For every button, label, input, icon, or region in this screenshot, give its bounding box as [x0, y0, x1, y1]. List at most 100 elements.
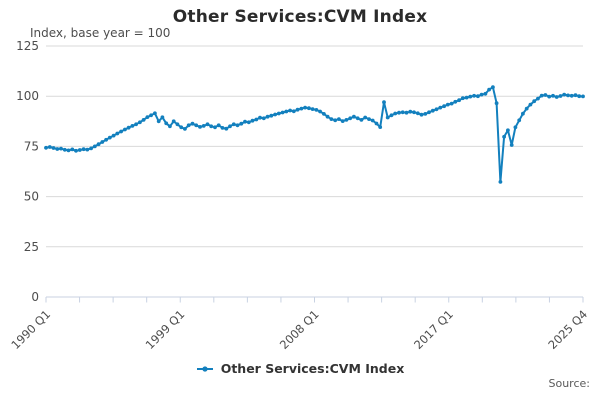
data-point-marker	[468, 94, 473, 99]
data-point-marker	[359, 118, 364, 122]
y-axis-units-label: Index, base year = 100	[30, 26, 171, 40]
data-point-marker	[228, 124, 232, 129]
data-point-marker	[310, 107, 315, 111]
y-tick-label: 75	[24, 139, 39, 153]
data-point-marker	[59, 146, 63, 151]
data-point-marker	[141, 118, 146, 122]
data-point-marker	[284, 109, 289, 114]
x-tick-label: 2008 Q1	[277, 307, 322, 352]
data-point-marker	[209, 124, 214, 129]
data-point-marker	[517, 118, 522, 123]
data-point-marker	[419, 112, 424, 117]
data-point-marker	[558, 94, 563, 98]
data-point-marker	[539, 93, 544, 98]
data-point-marker	[126, 125, 131, 130]
data-point-marker	[532, 99, 537, 104]
legend-line-marker-icon	[196, 365, 213, 372]
data-point-marker	[66, 148, 71, 153]
series-line	[45, 86, 584, 183]
data-point-marker	[261, 116, 266, 121]
data-point-marker	[81, 147, 86, 152]
source-label: Source:	[548, 377, 591, 390]
data-point-marker	[385, 115, 390, 120]
data-point-marker	[194, 123, 199, 128]
data-point-marker	[457, 98, 461, 103]
data-point-marker	[543, 93, 548, 97]
data-point-marker	[318, 109, 322, 114]
data-point-marker	[175, 122, 180, 127]
x-tick-label: 1999 Q1	[143, 307, 188, 352]
data-point-marker	[303, 105, 307, 110]
data-point-marker	[355, 116, 360, 121]
data-point-marker	[235, 123, 240, 128]
x-tick-label: 1990 Q1	[8, 307, 53, 352]
data-point-marker	[224, 126, 229, 131]
data-point-marker	[280, 110, 285, 115]
data-point-marker	[201, 124, 206, 128]
data-point-marker	[85, 147, 90, 152]
data-point-marker	[554, 95, 559, 99]
data-point-marker	[397, 110, 401, 115]
data-point-marker	[509, 143, 514, 147]
data-point-marker	[472, 93, 476, 98]
data-point-marker	[295, 107, 300, 112]
data-point-marker	[337, 117, 341, 121]
data-point-marker	[62, 147, 67, 152]
data-point-marker	[104, 137, 108, 142]
legend-label: Other Services:CVM Index	[220, 361, 405, 376]
data-point-marker	[123, 127, 127, 132]
data-point-marker	[370, 118, 375, 123]
data-point-marker	[138, 120, 142, 125]
data-point-marker	[412, 110, 416, 115]
data-point-marker	[77, 148, 82, 152]
data-point-marker	[479, 92, 484, 97]
data-point-marker	[198, 125, 202, 129]
data-point-marker	[476, 94, 480, 99]
data-point-marker	[246, 120, 251, 125]
data-point-marker	[404, 110, 409, 115]
data-point-marker	[382, 100, 386, 105]
data-point-marker	[254, 117, 259, 122]
data-point-marker	[273, 112, 277, 117]
data-point-marker	[183, 126, 187, 131]
data-point-marker	[393, 111, 398, 116]
data-point-marker	[581, 94, 585, 99]
data-point-marker	[408, 109, 413, 114]
data-point-marker	[449, 101, 454, 106]
data-point-marker	[288, 108, 292, 113]
data-point-marker	[551, 93, 555, 98]
x-axis-tick-labels: 1990 Q1 1999 Q1 2008 Q1 2017 Q1 2025 Q4	[8, 307, 590, 352]
data-point-marker	[442, 104, 446, 109]
data-point-marker	[521, 111, 525, 116]
data-point-marker	[333, 118, 338, 123]
x-tick-label: 2025 Q4	[545, 307, 590, 352]
data-point-marker	[569, 93, 574, 98]
data-point-marker	[483, 91, 488, 96]
data-point-marker	[47, 145, 52, 149]
x-axis	[45, 296, 584, 303]
data-point-marker	[577, 94, 582, 99]
series-other-services-cvm-index	[44, 85, 585, 184]
data-point-marker	[107, 135, 112, 140]
data-point-marker	[566, 93, 570, 98]
data-point-marker	[276, 111, 281, 116]
data-point-marker	[445, 102, 450, 107]
data-point-marker	[374, 121, 379, 126]
data-point-marker	[536, 96, 540, 101]
data-point-marker	[427, 110, 431, 115]
data-point-marker	[314, 108, 319, 112]
data-point-marker	[130, 124, 135, 128]
data-point-marker	[216, 123, 221, 128]
data-point-marker	[100, 140, 105, 144]
data-point-marker	[220, 126, 225, 130]
data-point-marker	[243, 119, 247, 124]
data-point-marker	[528, 102, 533, 107]
data-point-marker	[491, 85, 495, 90]
data-point-marker	[506, 128, 510, 133]
data-point-marker	[92, 144, 97, 149]
data-point-marker	[171, 119, 176, 124]
data-point-marker	[344, 118, 349, 122]
data-point-marker	[460, 96, 465, 101]
data-point-marker	[291, 109, 296, 114]
